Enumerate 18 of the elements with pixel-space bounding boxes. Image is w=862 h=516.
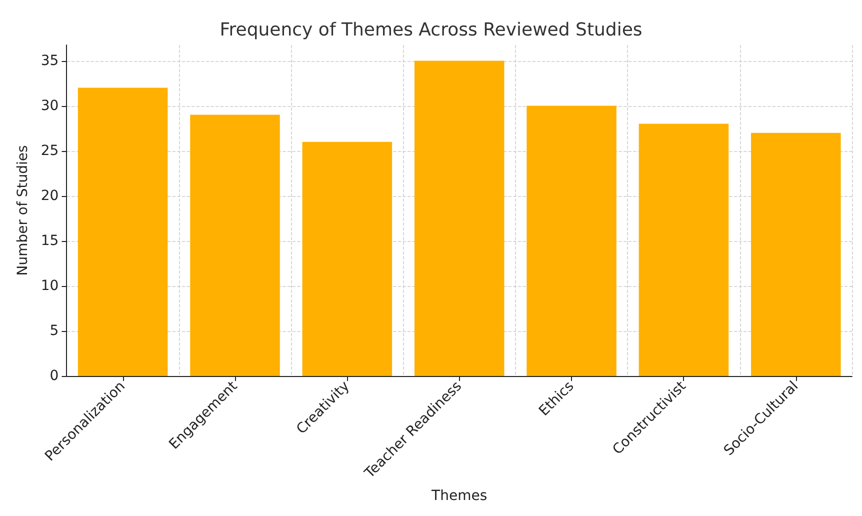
- chart-title: Frequency of Themes Across Reviewed Studies: [220, 20, 642, 40]
- y-tick-label: 10: [40, 278, 59, 294]
- y-tick-label: 20: [40, 188, 59, 204]
- bar: [302, 142, 392, 376]
- y-axis-title: Number of Studies: [15, 145, 31, 276]
- x-axis-title: Themes: [430, 488, 488, 504]
- y-tick-label: 5: [50, 322, 59, 339]
- bar: [414, 60, 504, 376]
- y-tick-label: 25: [40, 142, 59, 159]
- bar: [751, 132, 841, 376]
- bar: [78, 88, 168, 376]
- bar: [526, 106, 616, 376]
- bar: [190, 114, 280, 376]
- y-tick-label: 0: [50, 368, 59, 384]
- y-tick-label: 15: [40, 232, 59, 249]
- bar: [638, 124, 729, 376]
- y-tick-label: 30: [40, 98, 59, 114]
- y-tick-label: 35: [40, 52, 59, 69]
